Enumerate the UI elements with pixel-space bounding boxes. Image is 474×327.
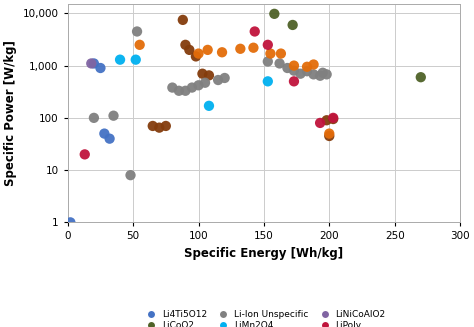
Point [329,116,337,122]
Point [199,71,206,76]
Point [323,72,330,77]
X-axis label: Specific Energy [Wh/kg]: Specific Energy [Wh/kg] [184,247,344,260]
Point [221,75,228,80]
Point [326,131,333,136]
Point [264,79,272,84]
Point [81,152,89,157]
Point [290,63,298,68]
Point [214,77,222,83]
Point [290,79,298,84]
Point [237,46,244,51]
Point [250,45,257,50]
Point [271,11,278,16]
Point [205,73,213,78]
Point [303,69,311,74]
Point [316,120,324,126]
Point [201,80,209,85]
Point [185,47,193,53]
Point [66,220,74,225]
Point [323,118,330,123]
Y-axis label: Specific Power [W/kg]: Specific Power [W/kg] [4,40,17,186]
Point [133,29,141,34]
Point [162,123,170,129]
Point [417,75,425,80]
Point [195,83,202,88]
Point [116,57,124,62]
Point [319,70,327,75]
Point [267,51,274,56]
Point [97,65,104,71]
Point [127,173,134,178]
Point [205,103,213,109]
Point [310,72,318,77]
Point [192,54,200,59]
Point [303,64,311,69]
Point [109,113,117,118]
Point [149,123,156,129]
Point [88,61,95,66]
Point [276,61,283,66]
Point [283,65,291,71]
Point [290,68,298,73]
Point [195,51,202,56]
Legend: Li4Ti5O12, LiCoO2, LiFePO4, Li-Ion Unspecific, LiMn2O4, LiNiCoMnO2, LiNiCoAlO2, : Li4Ti5O12, LiCoO2, LiFePO4, Li-Ion Unspe… [142,310,386,327]
Point [204,47,211,53]
Point [175,88,182,94]
Point [155,125,163,130]
Point [188,85,196,90]
Point [90,61,98,66]
Point [251,29,258,34]
Point [218,50,226,55]
Point [182,88,189,94]
Point [329,115,337,120]
Point [182,42,189,47]
Point [179,17,187,23]
Point [264,59,272,64]
Point [264,42,272,47]
Point [136,42,144,47]
Point [106,136,113,141]
Point [169,85,176,90]
Point [316,73,324,78]
Point [310,62,318,67]
Point [297,71,304,76]
Point [90,115,98,120]
Point [132,57,139,62]
Point [100,131,108,136]
Point [277,51,285,56]
Point [326,133,333,139]
Point [289,22,296,27]
